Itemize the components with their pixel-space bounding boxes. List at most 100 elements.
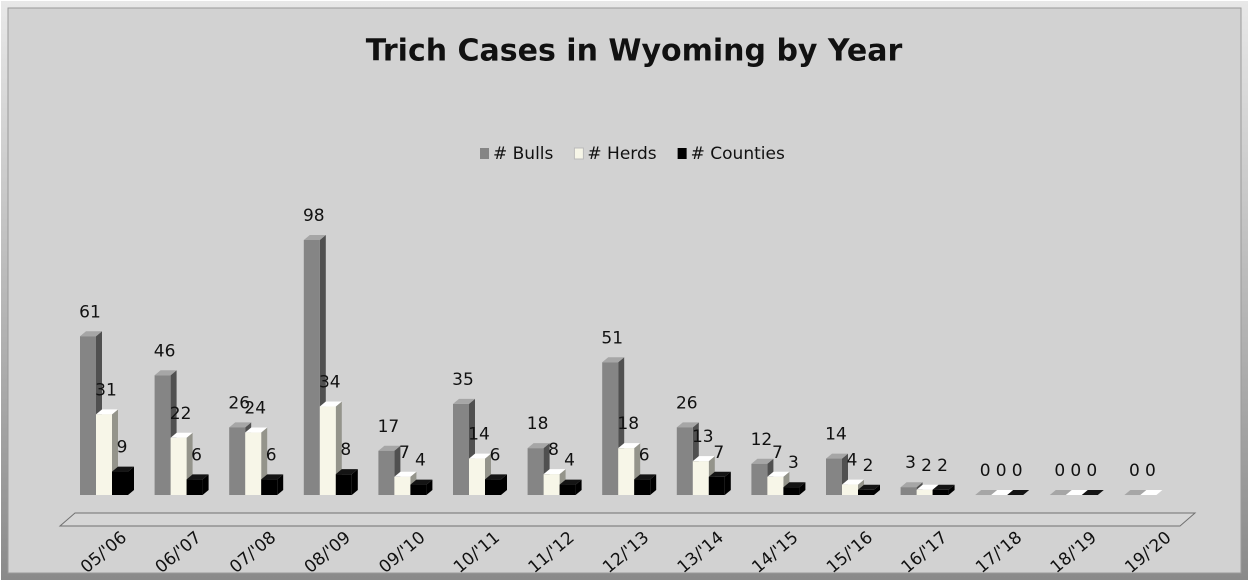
bar	[229, 427, 246, 495]
data-label: 4	[415, 451, 426, 471]
bar-side	[277, 474, 284, 495]
data-label: 7	[399, 443, 410, 463]
bar	[618, 448, 635, 495]
bar	[767, 476, 784, 495]
bar-top	[335, 469, 358, 475]
bar	[527, 448, 544, 495]
bar-top	[1081, 490, 1104, 495]
data-label: 22	[170, 404, 192, 424]
bar	[245, 432, 262, 495]
data-label: 4	[564, 451, 575, 471]
chart-title: Trich Cases in Wyoming by Year	[366, 34, 903, 69]
data-label: 0	[1054, 461, 1065, 481]
bar-top	[602, 357, 625, 363]
bar	[543, 474, 560, 495]
bar-side	[799, 482, 806, 495]
data-label: 18	[527, 414, 549, 434]
bar-top	[261, 474, 284, 480]
bar-top	[1065, 490, 1088, 495]
bar-top	[559, 479, 582, 485]
bar-top	[991, 490, 1014, 495]
bar-side	[202, 474, 209, 495]
legend-swatch	[573, 147, 584, 160]
data-label: 2	[921, 456, 932, 476]
bar	[485, 479, 501, 495]
bar-top	[842, 479, 864, 485]
data-label: 6	[191, 445, 202, 465]
bar-top	[692, 456, 715, 462]
bar-side	[128, 466, 134, 495]
bar	[410, 484, 427, 495]
data-label: 6	[490, 445, 501, 465]
legend-swatch	[480, 148, 489, 159]
bar-top	[767, 471, 790, 477]
data-label: 24	[244, 399, 266, 419]
bar-side	[724, 471, 731, 495]
bar-top	[485, 474, 507, 480]
bar	[900, 487, 917, 495]
bar	[154, 375, 171, 495]
bar	[186, 479, 203, 495]
bar-side	[426, 479, 433, 495]
bar-top	[303, 235, 326, 240]
bar-top	[634, 474, 657, 480]
data-label: 0	[996, 461, 1007, 481]
data-label: 13	[692, 427, 714, 447]
floor	[58, 512, 1197, 527]
bar	[708, 476, 725, 495]
bar	[634, 479, 651, 495]
data-label: 7	[713, 443, 724, 463]
bar-top	[1124, 490, 1147, 495]
bar	[932, 489, 949, 495]
data-label: 26	[228, 393, 250, 413]
bar	[602, 362, 619, 495]
bar-top	[96, 409, 118, 415]
data-label: 3	[788, 453, 799, 473]
bar	[303, 240, 320, 495]
bar	[378, 450, 395, 495]
bar-top	[751, 458, 774, 464]
legend-swatch	[677, 148, 687, 159]
bar-side	[575, 479, 582, 495]
bar-top	[229, 422, 252, 428]
data-label: 2	[937, 456, 948, 476]
legend: # Bulls # Herds # Counties	[480, 144, 785, 164]
data-label: 34	[319, 373, 341, 393]
bar	[394, 476, 411, 495]
bar	[826, 458, 842, 495]
bar-top	[80, 331, 102, 337]
bar	[676, 427, 693, 495]
data-label: 51	[601, 328, 623, 348]
data-label: 0	[1129, 461, 1140, 481]
data-label: 8	[340, 440, 351, 460]
data-label: 12	[751, 430, 773, 450]
data-label: 4	[847, 451, 858, 471]
data-label: 0	[1086, 461, 1097, 481]
bar	[751, 463, 768, 495]
bar-top	[618, 443, 641, 449]
data-label: 31	[95, 380, 117, 400]
data-label: 7	[772, 443, 783, 463]
bar-top	[932, 484, 955, 490]
legend-label: # Counties	[691, 144, 785, 164]
data-label: 18	[617, 414, 639, 434]
data-label: 14	[468, 425, 490, 445]
bar-side	[650, 474, 657, 495]
legend-label: # Bulls	[493, 144, 554, 164]
data-label: 9	[117, 438, 128, 458]
bar-top	[708, 471, 731, 477]
data-label: 2	[863, 456, 874, 476]
bar-side	[874, 484, 880, 495]
data-label: 0	[1145, 461, 1156, 481]
bar	[453, 403, 469, 495]
bar-top	[858, 484, 880, 490]
legend-label: # Herds	[587, 144, 656, 164]
bar-top	[1049, 490, 1072, 495]
bar-side	[501, 474, 507, 495]
data-label: 35	[452, 370, 474, 390]
bar-top	[453, 398, 475, 404]
bar-top	[676, 422, 699, 428]
data-label: 3	[905, 453, 916, 473]
data-label: 17	[378, 417, 400, 437]
bar	[319, 406, 336, 495]
